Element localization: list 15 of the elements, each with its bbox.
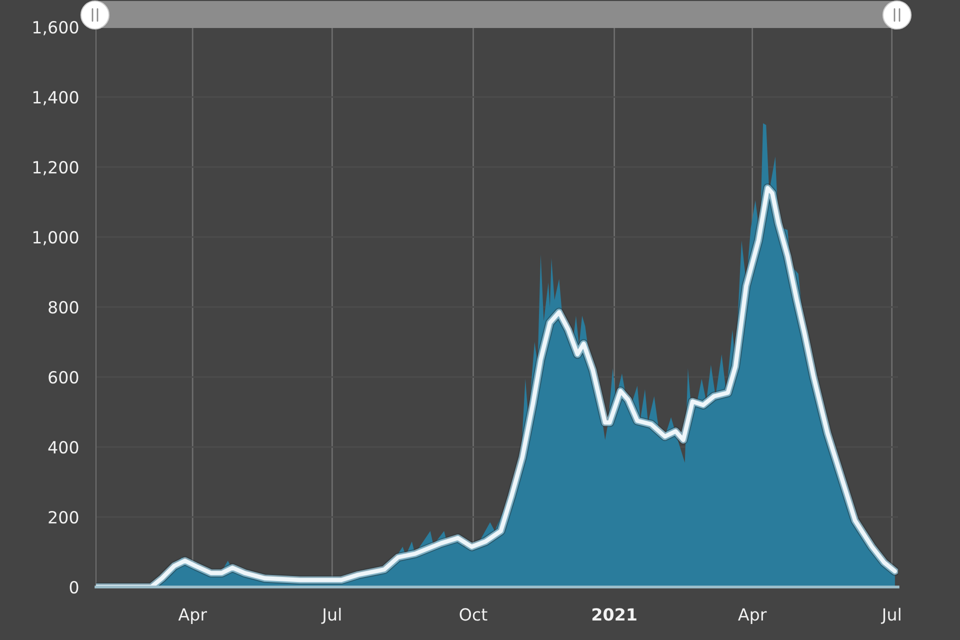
x-tick-label: Apr [178, 608, 208, 624]
y-tick-label: 600 [48, 370, 78, 384]
x-tick-label: 2021 [592, 608, 636, 621]
y-tick-label: 1,200 [33, 160, 78, 176]
x-tick-label: Jul [321, 608, 341, 624]
y-tick-label: 400 [48, 440, 78, 454]
y-tick-label: 800 [48, 300, 78, 314]
y-tick-label: 1,000 [33, 230, 78, 246]
y-tick-label: 0 [70, 580, 78, 594]
x-tick-label: Oct [460, 608, 488, 621]
y-tick-label: 1,400 [33, 90, 78, 106]
y-tick-label: 200 [48, 510, 78, 524]
x-tick-label: Apr [738, 608, 767, 624]
x-tick-label: Jul [880, 608, 900, 624]
y-tick-label: 1,600 [33, 20, 78, 36]
